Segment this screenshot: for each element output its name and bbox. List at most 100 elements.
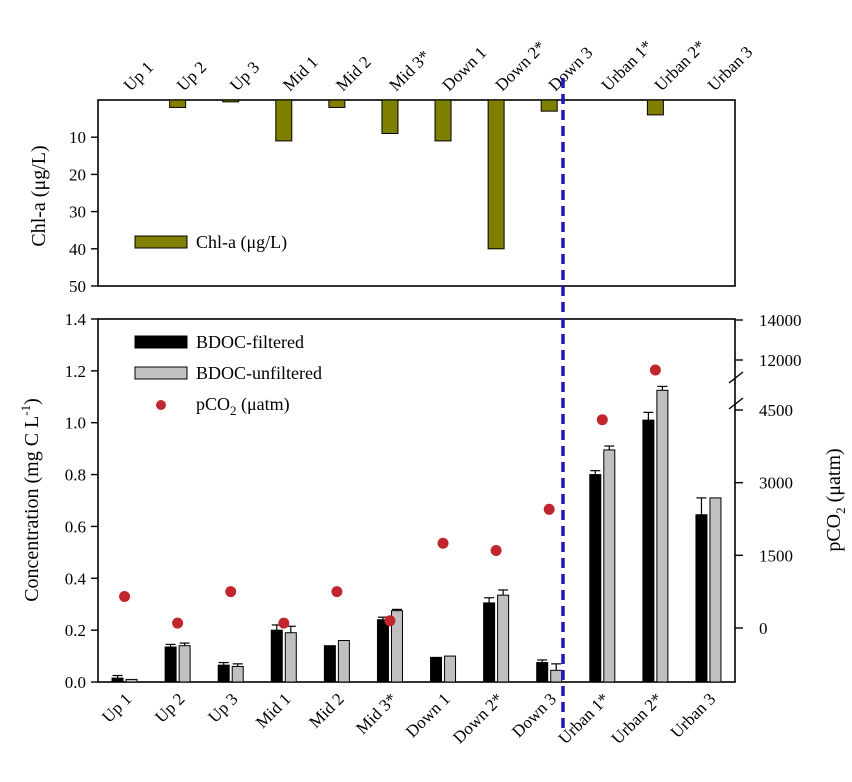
chl-a-bar <box>169 99 187 108</box>
bottom-category-label: Urban 2* <box>608 689 667 748</box>
legend-label-pco2: pCO2 (μatm) <box>196 394 290 418</box>
bottom-category-label: Down 1 <box>402 689 454 741</box>
pco2-tick-label: 12000 <box>759 351 802 370</box>
chl-a-bar <box>540 99 558 112</box>
pco2-point <box>225 586 237 598</box>
chl-a-bars <box>169 99 664 250</box>
bottom-category-label: Up 1 <box>98 689 135 726</box>
concentration-tick-label: 0.8 <box>65 466 86 485</box>
bdoc-unfiltered-bar <box>178 645 191 683</box>
bdoc-bars <box>111 385 722 683</box>
chl-a-legend: Chl-a (μg/L) <box>134 232 287 253</box>
pco2-point <box>543 503 555 515</box>
chl-a-bar <box>487 99 505 250</box>
chl-a-bar <box>381 99 399 134</box>
legend-label-bdoc-unfiltered: BDOC-unfiltered <box>196 363 322 383</box>
bdoc-filtered-bar <box>164 646 177 683</box>
concentration-tick-label: 0.0 <box>65 673 86 692</box>
bottom-category-label: Urban 3 <box>667 689 719 741</box>
bdoc-filtered-bar <box>642 419 655 683</box>
top-category-labels: Up 1 Up 2 Up 3 Mid 1 Mid 2 Mid 3* Down 1 Down 2… <box>120 36 756 95</box>
legend-marker-pco2 <box>156 400 166 410</box>
bottom-category-label: Mid 1 <box>252 689 294 731</box>
bdoc-filtered-bar <box>430 656 443 683</box>
concentration-tick-label: 1.4 <box>65 310 87 329</box>
chl-a-bar <box>222 99 240 103</box>
bdoc-unfiltered-bar <box>709 497 722 683</box>
bdoc-filtered-bar <box>695 514 708 683</box>
bdoc-filtered-bar <box>483 602 496 683</box>
top-category-label: Urban 3 <box>704 42 756 94</box>
pco2-tick-label: 14000 <box>759 311 802 330</box>
pco2-point <box>172 617 184 629</box>
bottom-plot-frame <box>97 318 736 683</box>
bdoc-unfiltered-bar <box>603 449 616 683</box>
pco2-points <box>119 364 661 629</box>
bottom-category-label: Down 2* <box>449 689 507 747</box>
bdoc-unfiltered-bar <box>444 655 457 683</box>
top-plot-frame <box>97 99 736 287</box>
pco2-point <box>437 537 449 549</box>
chl-a-y-ticks: 10 20 30 40 50 <box>69 128 98 296</box>
bdoc-unfiltered-bar <box>231 665 244 683</box>
pco2-tick-label: 3000 <box>759 474 793 493</box>
top-category-label: Up 2 <box>173 58 210 95</box>
concentration-tick-label: 0.2 <box>65 621 86 640</box>
chl-a-panel: 10 20 30 40 50 Up 1 Up 2 Up 3 Mid 1 Mid 2 Mid 3* D… <box>28 36 756 296</box>
pco2-point <box>331 586 343 598</box>
pco2-tick-label: 1500 <box>759 546 793 565</box>
bdoc-filtered-bar <box>536 662 549 683</box>
top-category-label: Down 3 <box>545 43 597 95</box>
chl-a-bar <box>328 99 346 108</box>
bdoc-filtered-bar <box>589 474 602 683</box>
legend-label-bdoc-filtered: BDOC-filtered <box>196 332 304 352</box>
bdoc-unfiltered-bar <box>125 678 138 683</box>
bdoc-filtered-bar <box>376 619 389 683</box>
bdoc-unfiltered-bar <box>284 632 297 683</box>
top-category-label: Urban 1* <box>598 36 657 95</box>
chl-a-legend-label: Chl-a (μg/L) <box>196 232 287 253</box>
bdoc-unfiltered-bar <box>337 640 350 683</box>
concentration-tick-label: 0.4 <box>65 569 87 588</box>
bottom-category-label: Mid 3* <box>352 689 401 738</box>
top-category-label: Mid 2 <box>332 52 374 94</box>
top-category-label: Mid 3* <box>385 46 434 95</box>
chl-a-bar <box>646 99 664 116</box>
chl-a-y-axis-label: Chl-a (μg/L) <box>28 145 50 246</box>
top-category-label: Urban 2* <box>651 36 710 95</box>
pco2-point <box>649 364 661 376</box>
top-category-label: Down 2* <box>492 37 550 95</box>
chl-a-tick-label: 30 <box>69 203 86 222</box>
chl-a-tick-label: 10 <box>69 128 86 147</box>
bdoc-panel: 0.0 0.2 0.4 0.6 0.8 1.0 1.2 1.4 0 1500 3000 4500 12… <box>18 310 848 748</box>
pco2-point <box>596 414 608 426</box>
legend-swatch-bdoc-unfiltered <box>134 366 188 380</box>
pco2-point <box>278 617 290 629</box>
bdoc-unfiltered-bar <box>656 389 669 683</box>
pco2-point <box>119 591 131 603</box>
chl-a-bar <box>275 99 293 142</box>
bdoc-unfiltered-bar <box>550 669 563 683</box>
chl-a-tick-label: 40 <box>69 240 86 259</box>
bottom-category-label: Down 3 <box>508 689 560 741</box>
legend-swatch-bdoc-filtered <box>134 335 188 349</box>
bottom-category-label: Mid 2 <box>305 689 347 731</box>
bdoc-filtered-bar <box>270 629 283 683</box>
top-category-label: Mid 1 <box>279 52 321 94</box>
pco2-y-axis-label: pCO2 (μatm) <box>823 448 848 551</box>
top-category-label: Up 3 <box>226 58 263 95</box>
pco2-point <box>384 615 396 627</box>
chl-a-tick-label: 20 <box>69 165 86 184</box>
chl-a-bar <box>434 99 452 142</box>
pco2-y-ticks: 0 1500 3000 4500 12000 14000 <box>735 311 802 638</box>
bdoc-unfiltered-bar <box>497 594 510 683</box>
chl-a-tick-label: 50 <box>69 277 86 296</box>
top-category-label: Up 1 <box>120 58 157 95</box>
y2-axis-break <box>728 371 744 410</box>
pco2-point <box>490 544 502 556</box>
bdoc-legend: BDOC-filtered BDOC-unfiltered pCO2 (μatm… <box>134 332 322 418</box>
pco2-tick-label: 4500 <box>759 401 793 420</box>
concentration-y-ticks: 0.0 0.2 0.4 0.6 0.8 1.0 1.2 1.4 <box>65 310 98 692</box>
